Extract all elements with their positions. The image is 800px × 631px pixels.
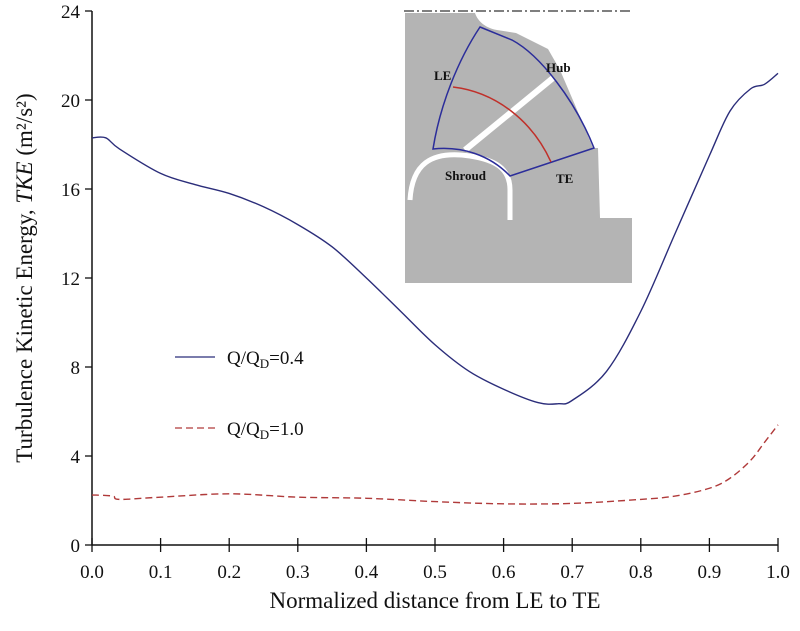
x-tick-label: 0.0: [80, 562, 104, 583]
blade-outline: [432, 26, 595, 177]
y-tick-label: 0: [71, 536, 81, 557]
y-tick-label: 24: [61, 2, 81, 23]
inset-body: [405, 13, 632, 283]
x-tick-label: 1.0: [766, 562, 790, 583]
y-tick-label: 8: [71, 358, 81, 379]
shroud-gap: [407, 152, 513, 220]
x-tick-label: 0.3: [286, 562, 310, 583]
x-axis-label: Normalized distance from LE to TE: [269, 588, 600, 613]
series-line-1: [91, 424, 779, 505]
legend-label-1: Q/QD=1.0: [227, 419, 304, 442]
impeller-inset-diagram: LE Hub Shroud TE: [404, 10, 632, 283]
inset-label-hub: Hub: [546, 60, 571, 75]
x-tick-label: 0.1: [149, 562, 173, 583]
y-tick-label: 4: [71, 447, 81, 468]
x-tick-label: 0.9: [698, 562, 722, 583]
x-tick-label: 0.8: [629, 562, 653, 583]
y-axis-label: Turbulence Kinetic Energy, TKE (m²/s²): [12, 93, 37, 462]
legend: Q/QD=0.4 Q/QD=1.0: [175, 348, 304, 442]
inset-label-le: LE: [434, 68, 451, 83]
inset-label-shroud: Shroud: [445, 168, 487, 183]
x-tick-label: 0.4: [355, 562, 379, 583]
inset-label-te: TE: [556, 171, 573, 186]
y-tick-label: 12: [61, 269, 80, 290]
y-tick-label: 16: [61, 180, 80, 201]
y-tick-label: 20: [61, 91, 80, 112]
x-tick-label: 0.7: [560, 562, 584, 583]
blade-gap: [463, 75, 555, 153]
x-tick-label: 0.6: [492, 562, 516, 583]
x-tick-label: 0.2: [217, 562, 241, 583]
x-tick-label: 0.5: [423, 562, 447, 583]
legend-label-0: Q/QD=0.4: [227, 348, 304, 371]
series-line-0: [91, 72, 779, 405]
measurement-line: [452, 86, 552, 163]
